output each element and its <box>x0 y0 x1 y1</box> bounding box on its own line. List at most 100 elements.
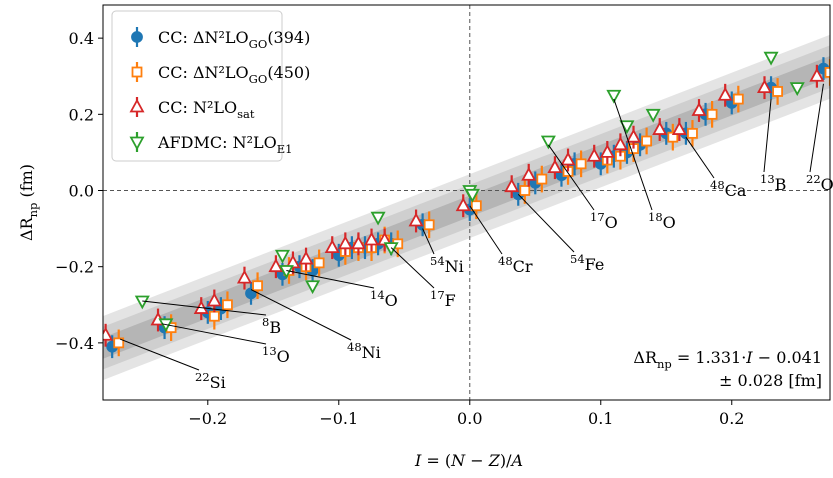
point <box>540 135 556 150</box>
x-axis-label: I = (N − Z)/A <box>414 451 523 470</box>
point <box>305 280 321 295</box>
annotation-label: 8B <box>262 315 281 337</box>
text-part: B <box>269 318 281 337</box>
text-part: np <box>26 203 40 218</box>
legend-marker <box>129 98 145 113</box>
text-part: (fm) <box>17 164 36 203</box>
legend-label: CC: ΔN²LOGO(450) <box>158 63 310 86</box>
annotation-line <box>809 83 824 173</box>
point <box>789 82 805 97</box>
text-part: np <box>657 357 672 371</box>
point <box>350 235 366 250</box>
text-part: 54 <box>570 252 585 266</box>
point <box>560 151 576 166</box>
x-tick-label: 0.2 <box>719 409 744 428</box>
text-part: 13 <box>760 172 775 186</box>
legend-label: AFDMC: N²LOE1 <box>157 133 292 156</box>
point <box>408 212 424 227</box>
point <box>370 211 386 226</box>
point <box>691 102 707 116</box>
legend-marker <box>131 31 143 43</box>
annotation-label: 22Si <box>195 370 226 392</box>
y-tick-label: 0.4 <box>69 29 94 48</box>
point <box>586 147 602 162</box>
point <box>134 295 150 310</box>
text-part: E1 <box>277 142 293 156</box>
text-part: CC: ΔN²LO <box>158 63 249 82</box>
legend: CC: ΔN²LOGO(394) CC: ΔN²LOGO(450) CC: N²LO… <box>111 10 310 162</box>
y-tick-label: 0.0 <box>69 182 94 201</box>
annotation-line <box>763 99 772 173</box>
point <box>383 242 399 257</box>
point <box>519 185 531 196</box>
point <box>504 178 520 193</box>
text-part: CC: N²LO <box>158 98 237 117</box>
annotation-label: 54Ni <box>430 254 464 276</box>
point <box>824 67 830 78</box>
point <box>772 86 784 97</box>
fit-label: ΔRnp = 1.331·I − 0.041 <box>633 348 822 371</box>
point <box>364 231 380 246</box>
text-part: 48 <box>498 254 513 268</box>
text-part: sat <box>237 107 255 121</box>
point <box>625 128 642 143</box>
legend-marker <box>131 66 143 78</box>
plot-area <box>103 5 830 400</box>
point <box>547 159 563 174</box>
legend-marker <box>129 136 145 151</box>
point <box>470 200 482 212</box>
text-part: 54 <box>430 254 445 268</box>
annotation-label: 17F <box>430 288 456 310</box>
text-part: AFDMC: N²LO <box>157 133 277 152</box>
annotation-label: 48Cr <box>498 254 533 276</box>
point <box>645 108 661 123</box>
text-part: Cr <box>513 257 533 276</box>
annotation-line <box>250 289 352 341</box>
text-part: (450) <box>267 63 310 82</box>
legend-box <box>111 10 283 162</box>
point <box>612 136 628 151</box>
annotation-line <box>390 247 435 289</box>
point <box>377 231 393 246</box>
annotation-line <box>286 270 375 289</box>
point <box>606 89 622 104</box>
text-part: O <box>385 291 398 310</box>
point <box>599 144 615 158</box>
point <box>732 93 744 105</box>
text-part: (394) <box>267 28 310 47</box>
point <box>455 197 471 212</box>
annotation-label: 18O <box>648 210 676 232</box>
annotation-label: 17O <box>590 210 618 232</box>
text-part: = 1.331· <box>672 348 746 367</box>
text-part: O <box>277 347 290 366</box>
text-part: 14 <box>370 288 385 302</box>
point <box>208 310 220 322</box>
axes-frame <box>102 4 831 401</box>
point <box>206 292 222 307</box>
text-part: CC: ΔN²LO <box>158 28 249 47</box>
point <box>113 337 125 349</box>
point <box>103 326 114 341</box>
point <box>236 269 252 284</box>
text-part: B <box>775 175 787 194</box>
annotation-line <box>422 228 435 255</box>
text-part: O <box>663 213 676 232</box>
point <box>536 173 548 185</box>
x-tick-label: −0.2 <box>188 409 227 428</box>
text-part: 22 <box>195 370 210 384</box>
y-tick-label: −0.4 <box>55 334 94 353</box>
x-tick-label: −0.1 <box>319 409 358 428</box>
point <box>252 280 263 292</box>
text-part: I <box>414 451 422 470</box>
y-axis-label: ΔRnp (fm) <box>17 164 40 241</box>
annotation-label: 13B <box>760 172 786 194</box>
text-part: 8 <box>262 315 269 329</box>
annotation-line <box>547 144 595 211</box>
text-part: N <box>450 451 466 470</box>
legend-label: CC: ΔN²LOGO(394) <box>158 28 310 51</box>
text-part: 17 <box>590 210 605 224</box>
text-part: )/ <box>500 451 512 470</box>
annotation-label: 14O <box>370 288 398 310</box>
point <box>687 127 698 139</box>
